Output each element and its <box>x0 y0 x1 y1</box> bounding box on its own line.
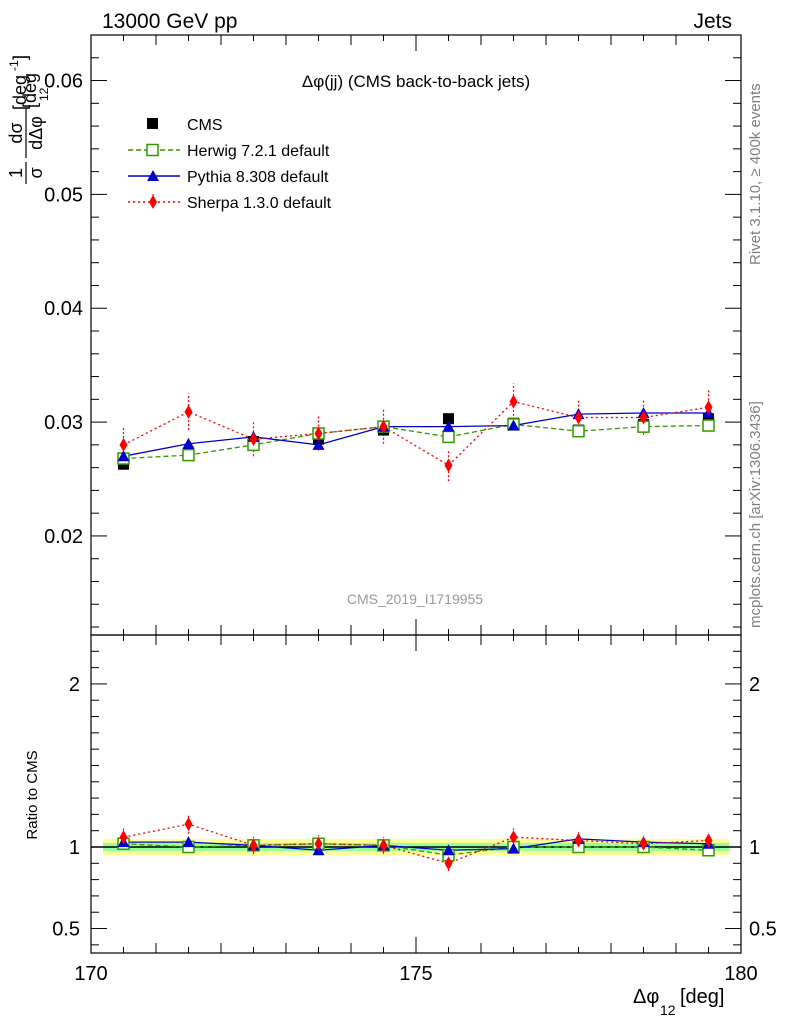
series-point-1 <box>117 450 130 462</box>
ratio-y-tick-label: 2 <box>69 674 80 696</box>
ratio-point-1 <box>442 844 455 856</box>
ratio-point-2 <box>379 838 388 853</box>
ylabel-frac-num: 1 <box>6 168 26 178</box>
ylabel-unit-sup: -1 <box>7 60 21 71</box>
legend-label-cms: CMS <box>187 117 223 134</box>
series-point-1 <box>507 419 520 431</box>
legend-label-pythia: Pythia 8.308 default <box>187 169 329 186</box>
ratio-point-2 <box>119 830 128 845</box>
series-point-0 <box>572 424 585 438</box>
legend-item-herwig: Herwig 7.2.1 default <box>128 143 330 160</box>
xlabel-unit: [deg] <box>680 986 724 1008</box>
series-line-0 <box>123 423 709 460</box>
ratio-line-0 <box>123 843 709 856</box>
y-axis-label: 1 σ dσ dΔφ 12 [deg <box>6 73 51 184</box>
ratio-point-1 <box>507 842 520 854</box>
ratio-y-tick-label-right: 1 <box>749 837 760 859</box>
series-point-2 <box>704 400 713 415</box>
ratio-point-2 <box>509 830 518 845</box>
ratio-point-2 <box>639 836 648 851</box>
legend-item-pythia: Pythia 8.308 default <box>128 169 329 186</box>
ratio-y-tick-label: 1 <box>69 837 80 859</box>
ylabel-unit-close: ] <box>10 55 30 60</box>
ylabel-deriv-num: dσ <box>6 122 26 143</box>
ratio-line-1 <box>123 838 709 851</box>
legend-label-sherpa: Sherpa 1.3.0 default <box>187 195 332 212</box>
series-line-1 <box>123 412 709 457</box>
data-point <box>703 413 714 425</box>
axis-ticks: 170 175 180 0.02 0.03 0.04 0.05 0.06 0.5 0.5 1 1 2 2 <box>44 35 777 985</box>
y-tick-label: 0.02 <box>44 526 83 548</box>
series-point-2 <box>444 458 453 473</box>
series-point-2 <box>509 394 518 409</box>
ratio-line-2 <box>123 823 709 864</box>
y-tick-label: 0.03 <box>44 412 83 434</box>
y-tick-label: 0.05 <box>44 184 83 206</box>
y-tick-label: 0.04 <box>44 298 83 320</box>
legend-label-herwig: Herwig 7.2.1 default <box>187 143 330 160</box>
ratio-y-tick-label-right: 2 <box>749 674 760 696</box>
series-point-2 <box>574 410 583 425</box>
series-point-2 <box>119 437 128 452</box>
series-line-2 <box>123 400 709 467</box>
legend-item-cms: CMS <box>147 117 223 134</box>
rivet-label: Rivet 3.1.10, ≥ 400k events <box>747 83 764 265</box>
chart-title: Δφ(jj) (CMS back-to-back jets) <box>302 72 530 91</box>
mcplots-label: mcplots.cern.ch [arXiv:1306.3436] <box>747 401 764 628</box>
series-point-1 <box>182 437 195 449</box>
ratio-point-2 <box>249 838 258 853</box>
ylabel-unit: [deg <box>20 73 40 108</box>
legend-marker-herwig <box>146 143 159 157</box>
legend-marker-pythia <box>147 170 159 181</box>
series-point-1 <box>312 438 325 450</box>
x-tick-label: 170 <box>74 963 107 985</box>
series-point-2 <box>314 426 323 441</box>
ylabel-deriv-den: dΔφ <box>26 116 46 150</box>
series-point-0 <box>702 419 715 432</box>
header-left: 13000 GeV pp <box>102 10 237 33</box>
ratio-point-2 <box>314 836 323 851</box>
series-layer <box>117 383 715 872</box>
xlabel-main: Δφ <box>633 986 659 1008</box>
ratio-y-tick-label: 0.5 <box>52 919 80 941</box>
ratio-frame <box>90 634 742 954</box>
legend: CMS Herwig 7.2.1 default Pythia 8.308 de… <box>128 117 332 212</box>
ylabel-frac-den: σ <box>26 167 46 178</box>
ratio-point-1 <box>182 836 195 848</box>
data-point <box>443 413 454 425</box>
ratio-point-2 <box>444 856 453 871</box>
ratio-point-2 <box>704 833 713 848</box>
series-point-2 <box>184 404 193 419</box>
series-point-1 <box>442 420 455 432</box>
xlabel-sub: 12 <box>660 1002 676 1018</box>
series-point-0 <box>182 448 195 462</box>
series-point-2 <box>379 419 388 434</box>
legend-marker-sherpa <box>149 195 157 209</box>
y-tick-label: 0.06 <box>44 71 83 93</box>
series-point-2 <box>249 432 258 447</box>
x-tick-label: 180 <box>724 963 757 985</box>
ratio-y-label: Ratio to CMS <box>24 750 41 839</box>
analysis-watermark: CMS_2019_I1719955 <box>347 591 483 607</box>
series-point-0 <box>442 430 455 444</box>
x-tick-label: 175 <box>399 963 432 985</box>
header-right: Jets <box>693 10 732 33</box>
ylabel-unit-open: [deg <box>10 75 30 110</box>
ylabel-deriv-den-sub: 12 <box>37 87 51 101</box>
series-point-2 <box>639 410 648 425</box>
legend-marker-cms <box>147 118 158 129</box>
ratio-point-2 <box>574 833 583 848</box>
legend-item-sherpa: Sherpa 1.3.0 default <box>128 194 332 212</box>
x-axis-label: Δφ 12 [deg] <box>633 986 724 1018</box>
ratio-point-2 <box>184 817 193 832</box>
ratio-y-tick-label-right: 0.5 <box>749 919 777 941</box>
